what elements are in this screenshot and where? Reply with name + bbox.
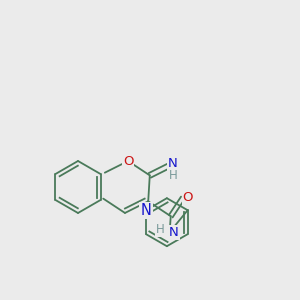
- Text: N: N: [168, 157, 178, 170]
- Text: H: H: [156, 223, 165, 236]
- Text: H: H: [169, 169, 177, 182]
- Text: O: O: [123, 154, 133, 167]
- Text: N: N: [169, 226, 178, 239]
- Text: N: N: [141, 203, 152, 218]
- Text: O: O: [183, 191, 193, 204]
